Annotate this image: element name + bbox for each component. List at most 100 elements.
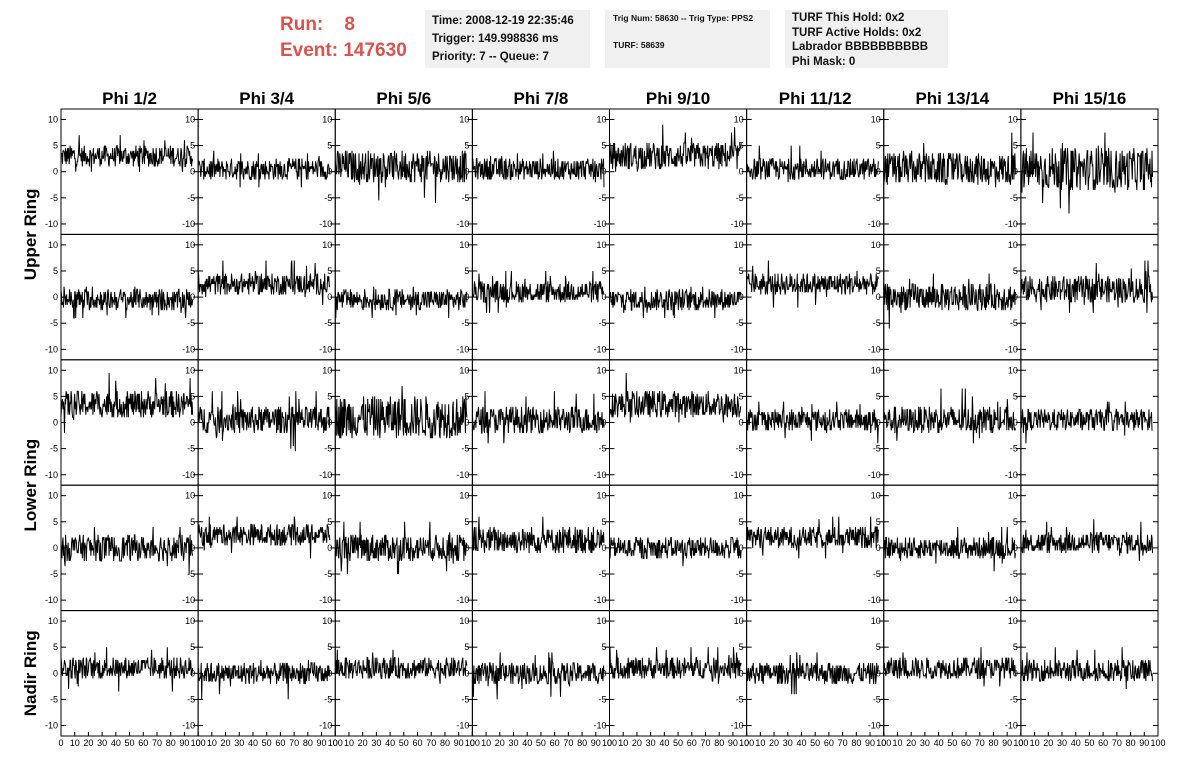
run-event-header: Run: 8 Event: 147630 bbox=[280, 12, 407, 64]
y-tick-label: 10 bbox=[1008, 365, 1018, 375]
waveform-trace bbox=[61, 135, 194, 172]
x-tick-label: 40 bbox=[522, 738, 532, 748]
x-tick-label: 50 bbox=[947, 738, 957, 748]
x-tick-label: 100 bbox=[465, 738, 480, 748]
x-tick-label: 50 bbox=[262, 738, 272, 748]
waveform-trace bbox=[198, 516, 331, 559]
y-tick-label: 0 bbox=[464, 418, 469, 428]
y-tick-label: 5 bbox=[1013, 141, 1018, 151]
y-tick-label: 5 bbox=[876, 642, 881, 652]
column-header: Phi 3/4 bbox=[239, 89, 294, 108]
y-tick-label: 0 bbox=[1013, 167, 1018, 177]
y-tick-label: 5 bbox=[739, 391, 744, 401]
x-tick-label: 100 bbox=[328, 738, 343, 748]
y-tick-label: 10 bbox=[322, 114, 332, 124]
y-tick-label: -10 bbox=[1005, 470, 1018, 480]
y-tick-label: -5 bbox=[324, 444, 332, 454]
y-tick-label: 10 bbox=[596, 491, 606, 501]
x-tick-label: 100 bbox=[739, 738, 754, 748]
y-tick-label: -5 bbox=[1010, 444, 1018, 454]
y-tick-label: -5 bbox=[598, 694, 606, 704]
x-tick-label: 40 bbox=[111, 738, 121, 748]
y-tick-label: 10 bbox=[734, 114, 744, 124]
y-tick-label: -10 bbox=[45, 721, 58, 731]
y-tick-label: 10 bbox=[185, 491, 195, 501]
x-tick-label: 10 bbox=[70, 738, 80, 748]
x-tick-label: 20 bbox=[495, 738, 505, 748]
x-tick-label: 60 bbox=[1098, 738, 1108, 748]
y-tick-label: 0 bbox=[190, 543, 195, 553]
waveform-trace bbox=[609, 372, 742, 423]
x-tick-label: 0 bbox=[744, 738, 749, 748]
y-tick-label: 5 bbox=[464, 517, 469, 527]
run-row: Run: 8 bbox=[280, 12, 407, 38]
y-tick-label: -5 bbox=[1010, 193, 1018, 203]
y-tick-label: 0 bbox=[876, 292, 881, 302]
y-tick-label: 10 bbox=[48, 114, 58, 124]
y-tick-label: -5 bbox=[873, 694, 881, 704]
phi-mask-text: Phi Mask: 0 bbox=[792, 55, 856, 68]
y-tick-label: 10 bbox=[185, 616, 195, 626]
y-tick-label: 10 bbox=[48, 365, 58, 375]
y-tick-label: -5 bbox=[461, 318, 469, 328]
y-tick-label: -5 bbox=[1010, 318, 1018, 328]
y-tick-label: -5 bbox=[324, 694, 332, 704]
waveform-trace bbox=[471, 516, 605, 554]
x-tick-label: 50 bbox=[536, 738, 546, 748]
x-tick-label: 30 bbox=[646, 738, 656, 748]
x-tick-label: 10 bbox=[1030, 738, 1040, 748]
y-tick-label: 10 bbox=[459, 491, 469, 501]
y-tick-label: 5 bbox=[601, 642, 606, 652]
y-tick-label: -5 bbox=[1010, 694, 1018, 704]
y-tick-label: -5 bbox=[873, 318, 881, 328]
y-tick-label: 0 bbox=[1013, 543, 1018, 553]
panel-frame bbox=[60, 359, 199, 486]
x-tick-label: 90 bbox=[179, 738, 189, 748]
y-tick-label: 5 bbox=[190, 266, 195, 276]
y-tick-label: -5 bbox=[461, 444, 469, 454]
waveform-trace bbox=[883, 388, 1016, 444]
waveform-trace bbox=[197, 260, 330, 305]
x-tick-label: 10 bbox=[344, 738, 354, 748]
x-tick-label: 30 bbox=[509, 738, 519, 748]
waveform-trace bbox=[471, 652, 605, 700]
column-header: Phi 7/8 bbox=[514, 89, 569, 108]
x-tick-label: 0 bbox=[470, 738, 475, 748]
y-tick-label: 5 bbox=[327, 517, 332, 527]
y-tick-label: 0 bbox=[1013, 668, 1018, 678]
y-tick-label: -5 bbox=[873, 193, 881, 203]
panel-frame bbox=[746, 484, 885, 612]
x-tick-label: 20 bbox=[632, 738, 642, 748]
y-tick-label: -5 bbox=[598, 444, 606, 454]
y-tick-label: 0 bbox=[190, 668, 195, 678]
y-tick-label: 10 bbox=[1008, 491, 1018, 501]
y-tick-label: -5 bbox=[461, 569, 469, 579]
x-tick-label: 0 bbox=[333, 738, 338, 748]
y-tick-label: -5 bbox=[187, 193, 195, 203]
y-tick-label: -5 bbox=[50, 444, 58, 454]
waveform-trace bbox=[1020, 401, 1153, 444]
waveform-trace bbox=[883, 526, 1016, 572]
y-tick-label: 0 bbox=[464, 543, 469, 553]
y-tick-label: -5 bbox=[461, 694, 469, 704]
y-tick-label: -5 bbox=[873, 444, 881, 454]
x-tick-label: 20 bbox=[221, 738, 231, 748]
waveform-trace bbox=[471, 270, 604, 313]
x-tick-label: 0 bbox=[58, 738, 63, 748]
y-tick-label: 10 bbox=[871, 491, 881, 501]
run-label: Run: bbox=[280, 14, 324, 35]
x-tick-label: 100 bbox=[876, 738, 891, 748]
y-tick-label: 5 bbox=[327, 266, 332, 276]
y-tick-label: -10 bbox=[593, 344, 606, 354]
waveform-trace bbox=[883, 132, 1016, 188]
waveform-trace bbox=[197, 391, 331, 452]
y-tick-label: 0 bbox=[1013, 292, 1018, 302]
x-tick-label: 100 bbox=[602, 738, 617, 748]
waveform-trace bbox=[746, 516, 879, 559]
x-tick-label: 30 bbox=[920, 738, 930, 748]
x-tick-label: 10 bbox=[207, 738, 217, 748]
y-tick-label: 10 bbox=[48, 240, 58, 250]
waveform-trace bbox=[471, 391, 605, 444]
x-tick-label: 70 bbox=[700, 738, 710, 748]
y-tick-label: 0 bbox=[464, 167, 469, 177]
